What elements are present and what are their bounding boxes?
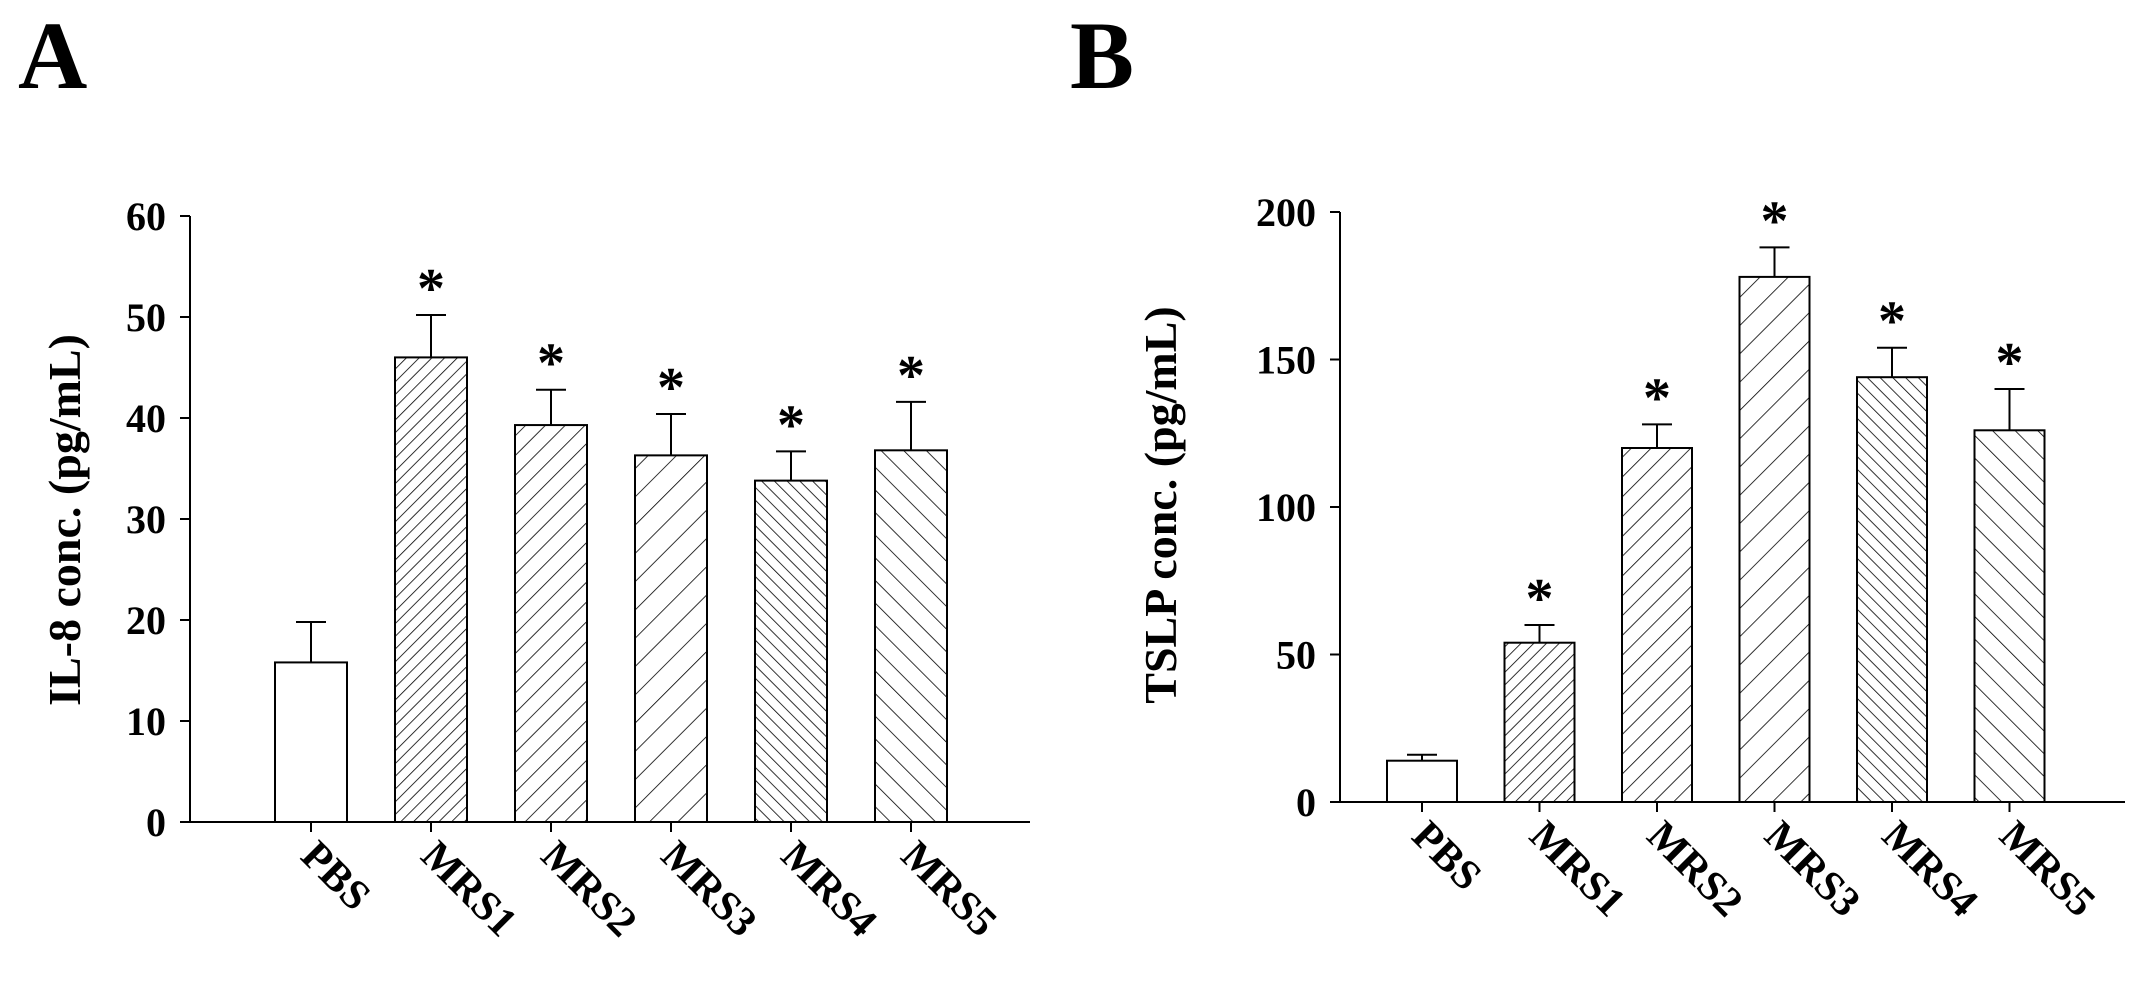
y-axis-title: TSLP conc. (pg/mL) [1135, 306, 1186, 703]
y-tick-label: 200 [1256, 190, 1316, 235]
category-label-mrs4: MRS4 [1873, 813, 1986, 926]
category-label-mrs1: MRS1 [1520, 813, 1633, 926]
panel-label-b: B [1070, 2, 1134, 109]
bar-mrs4 [754, 479, 828, 823]
y-tick-label: 40 [126, 396, 166, 441]
significance-marker: * [1878, 291, 1906, 353]
bar-mrs1 [1503, 641, 1576, 804]
category-label-mrs2: MRS2 [1638, 813, 1751, 926]
category-label-pbs: PBS [292, 833, 379, 920]
y-tick-label: 10 [126, 699, 166, 744]
y-tick-label: 20 [126, 598, 166, 643]
axes-a: 0 10 20 30 40 50 60 PBS * MRS1 * MRS2 * MRS3 * MRS4 * MRS… [126, 194, 1030, 946]
bar-pbs [1386, 759, 1458, 804]
significance-marker: * [1996, 332, 2024, 394]
significance-marker: * [1643, 367, 1671, 429]
significance-marker: * [1761, 190, 1789, 252]
y-tick-label: 50 [126, 295, 166, 340]
significance-marker: * [777, 394, 805, 456]
bar-mrs3 [1738, 275, 1811, 803]
bar-mrs1 [394, 356, 468, 823]
panel-label-a: A [18, 2, 87, 109]
bar-mrs4 [1856, 376, 1928, 803]
y-axis-title: IL-8 conc. (pg/mL) [39, 334, 90, 706]
y-tick-label: 30 [126, 497, 166, 542]
category-label-mrs4: MRS4 [772, 833, 885, 946]
bar-mrs3 [634, 454, 708, 823]
category-label-mrs5: MRS5 [1990, 813, 2103, 926]
y-tick-label: 60 [126, 194, 166, 239]
category-label-mrs3: MRS3 [652, 833, 765, 946]
category-label-pbs: PBS [1403, 813, 1490, 900]
bar-mrs2 [514, 424, 588, 823]
bar-mrs5 [1973, 429, 2046, 803]
bar-mrs5 [874, 449, 948, 823]
significance-marker: * [897, 345, 925, 407]
significance-marker: * [417, 258, 445, 320]
panel-b: B TSLP conc. (pg/mL) 0 50 100 150 200 PBS * MRS… [1070, 2, 2125, 926]
bar-pbs [274, 661, 348, 823]
y-tick-label: 150 [1256, 338, 1316, 383]
category-label-mrs2: MRS2 [532, 833, 645, 946]
y-tick-label: 0 [146, 800, 166, 845]
y-tick-label: 100 [1256, 485, 1316, 530]
significance-marker: * [537, 333, 565, 395]
bar-mrs2 [1621, 447, 1693, 803]
significance-marker: * [1526, 568, 1554, 630]
axes-b: 0 50 100 150 200 PBS * MRS1 * MRS2 * MRS3 * MRS4 * MRS5 [1256, 190, 2125, 926]
category-label-mrs5: MRS5 [892, 833, 1005, 946]
category-label-mrs3: MRS3 [1755, 813, 1868, 926]
y-tick-label: 50 [1276, 633, 1316, 678]
category-label-mrs1: MRS1 [412, 833, 525, 946]
panel-a: A IL-8 conc. (pg/mL) 0 10 20 30 40 50 60 PBS * MR… [18, 2, 1030, 946]
significance-marker: * [657, 357, 685, 419]
y-tick-label: 0 [1296, 780, 1316, 825]
